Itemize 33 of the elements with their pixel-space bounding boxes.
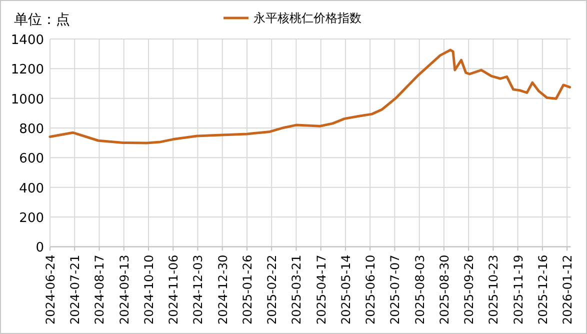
legend-label: 永平核桃仁价格指数 (254, 11, 362, 25)
line-series (48, 48, 572, 144)
x-tick-label: 2024-10-10 (142, 254, 156, 324)
x-tick-label: 2026-01-12 (560, 254, 575, 324)
y-tick-label: 0 (36, 240, 44, 256)
x-tick-label: 2024-08-17 (92, 254, 107, 324)
x-tick-label: 2024-12-30 (216, 254, 230, 324)
x-tick-label: 2025-09-26 (462, 254, 476, 324)
y-tick-label: 800 (19, 122, 44, 138)
x-tick-label: 2025-01-26 (240, 254, 254, 324)
x-tick-label: 2025-11-19 (511, 254, 526, 324)
x-tick-label: 2024-11-06 (166, 254, 181, 324)
y-tick-label: 400 (19, 181, 44, 196)
y-tick-label: 200 (19, 211, 44, 226)
x-tick-label: 2025-12-16 (536, 254, 550, 324)
y-tick-label: 1400 (10, 33, 44, 48)
x-tick-label: 2025-07-07 (388, 254, 402, 324)
y-tick-label: 600 (19, 152, 44, 167)
x-tick-label: 2024-06-24 (44, 254, 58, 324)
x-tick-label: 2025-08-30 (437, 254, 452, 324)
x-tick-label: 2025-04-17 (314, 254, 328, 324)
x-tick-label: 2025-06-10 (364, 254, 378, 324)
x-tick-label: 2024-09-13 (117, 254, 132, 324)
x-tick-label: 2025-03-21 (290, 254, 304, 324)
x-tick-label: 2024-12-03 (191, 254, 206, 324)
x-tick-label: 2025-05-14 (338, 254, 353, 324)
y-tick-label: 1000 (10, 92, 44, 108)
x-tick-label: 2025-10-23 (486, 254, 501, 324)
x-tick-label: 2025-08-03 (412, 254, 427, 324)
x-tick-label: 2025-02-22 (265, 254, 280, 324)
y-axis-title: 单位：点 (14, 12, 70, 28)
x-tick-label: 2024-07-21 (68, 254, 82, 324)
y-tick-label: 1200 (10, 62, 44, 78)
